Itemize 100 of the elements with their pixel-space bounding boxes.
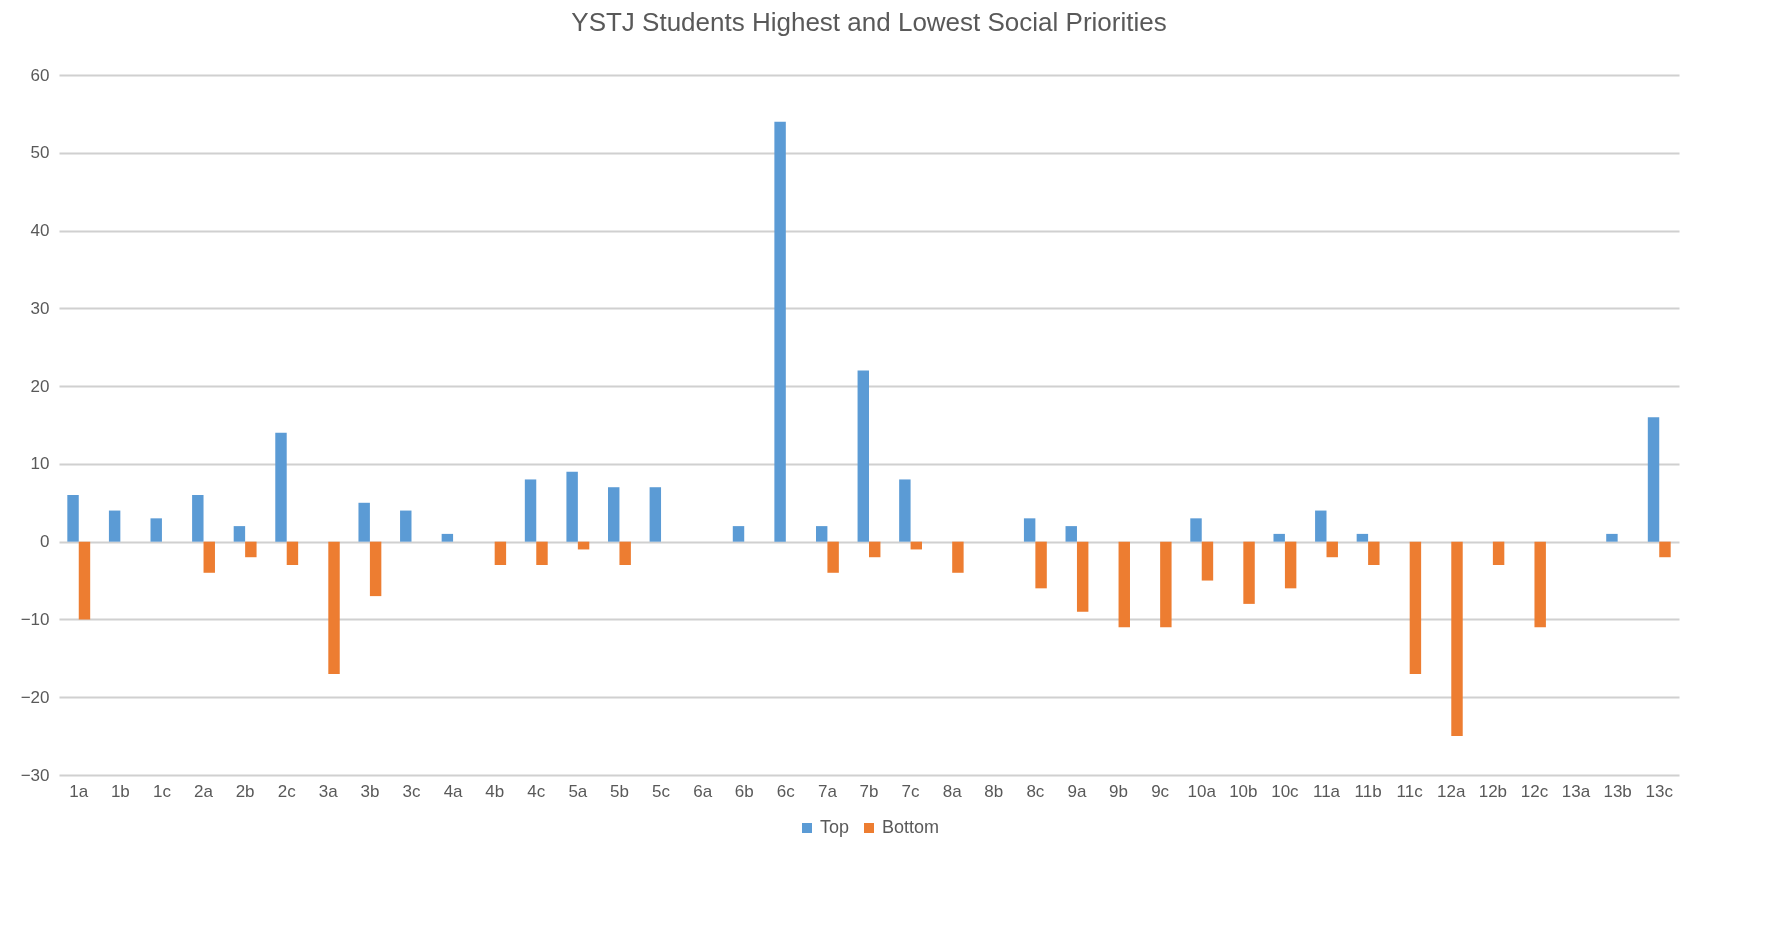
bar bbox=[732, 526, 745, 542]
bar bbox=[869, 541, 881, 558]
bar bbox=[1118, 541, 1130, 628]
bar bbox=[1273, 533, 1285, 542]
bar bbox=[1065, 526, 1077, 542]
x-tick-label: 11b bbox=[1354, 781, 1382, 801]
bar bbox=[566, 471, 578, 542]
x-tick-label: 11a bbox=[1312, 781, 1341, 801]
bar bbox=[1356, 533, 1369, 542]
x-tick-label: 7c bbox=[901, 781, 921, 801]
x-tick-label: 13b bbox=[1603, 781, 1632, 801]
bar bbox=[1409, 541, 1422, 674]
x-tick-label: 12a bbox=[1437, 781, 1467, 801]
bar bbox=[1647, 417, 1660, 542]
bar bbox=[67, 495, 79, 542]
bar bbox=[494, 541, 507, 565]
x-tick-label: 11c bbox=[1396, 781, 1424, 801]
x-tick-label: 3b bbox=[360, 781, 380, 801]
y-tick-label: −30 bbox=[20, 765, 50, 785]
x-tick-label: 7b bbox=[859, 781, 879, 801]
chart-title: YSTJ Students Highest and Lowest Social Priorities bbox=[571, 7, 1167, 37]
bar bbox=[1451, 541, 1463, 737]
x-tick-label: 4c bbox=[527, 781, 546, 801]
x-tick-label: 12b bbox=[1478, 781, 1508, 801]
bar bbox=[649, 487, 662, 542]
x-tick-label: 3c bbox=[402, 781, 421, 801]
bar bbox=[952, 541, 964, 573]
x-tick-label: 8b bbox=[984, 781, 1004, 801]
y-tick-label: 60 bbox=[30, 65, 50, 85]
y-tick-label: 0 bbox=[40, 532, 50, 552]
bar bbox=[1190, 518, 1202, 542]
bar bbox=[815, 526, 828, 542]
bar bbox=[369, 541, 382, 597]
y-tick-label: 20 bbox=[30, 376, 50, 396]
bar bbox=[1606, 533, 1618, 542]
bar bbox=[78, 541, 91, 620]
x-tick-label: 13c bbox=[1645, 781, 1674, 801]
x-tick-label: 9b bbox=[1109, 781, 1129, 801]
bar bbox=[1368, 541, 1380, 565]
bar bbox=[857, 370, 869, 542]
bar bbox=[1534, 541, 1546, 628]
bar bbox=[400, 510, 412, 542]
bar bbox=[524, 479, 537, 542]
bar bbox=[286, 541, 299, 565]
bar bbox=[441, 533, 454, 542]
bar bbox=[1492, 541, 1505, 565]
bar bbox=[108, 510, 121, 542]
bar bbox=[192, 495, 204, 542]
bar bbox=[619, 541, 631, 565]
x-tick-label: 4b bbox=[485, 781, 505, 801]
x-tick-label: 8c bbox=[1026, 781, 1045, 801]
x-tick-label: 10a bbox=[1187, 781, 1217, 801]
x-tick-label: 6b bbox=[734, 781, 754, 801]
y-tick-label: −20 bbox=[20, 687, 50, 707]
bar bbox=[1201, 541, 1214, 581]
bar bbox=[150, 518, 162, 542]
bar bbox=[1076, 541, 1089, 612]
bar bbox=[899, 479, 911, 542]
bar bbox=[275, 432, 287, 542]
bar bbox=[1315, 510, 1327, 542]
x-tick-label: 1a bbox=[69, 781, 89, 801]
bar bbox=[774, 121, 786, 542]
y-tick-label: 40 bbox=[30, 221, 50, 241]
bar bbox=[1243, 541, 1255, 604]
bar bbox=[1035, 541, 1047, 589]
x-tick-label: 4a bbox=[443, 781, 464, 801]
x-tick-label: 13a bbox=[1561, 781, 1591, 801]
y-tick-label: 30 bbox=[30, 298, 50, 318]
bar bbox=[1023, 518, 1036, 542]
y-tick-label: −10 bbox=[20, 609, 50, 629]
bar bbox=[245, 541, 257, 558]
y-tick-label: 50 bbox=[30, 143, 50, 163]
bar bbox=[1160, 541, 1172, 628]
x-tick-label: 6c bbox=[776, 781, 796, 801]
x-tick-label: 1c bbox=[152, 781, 172, 801]
x-tick-label: 6a bbox=[693, 781, 713, 801]
bar bbox=[358, 502, 370, 542]
bar bbox=[203, 541, 215, 573]
y-tick-label: 10 bbox=[30, 454, 50, 474]
x-tick-label: 10b bbox=[1229, 781, 1258, 801]
x-tick-label: 5a bbox=[568, 781, 588, 801]
bar bbox=[827, 541, 839, 573]
x-tick-label: 9a bbox=[1067, 781, 1087, 801]
legend-label: Top bbox=[820, 817, 850, 837]
bar bbox=[233, 526, 246, 542]
bar bbox=[536, 541, 548, 565]
x-tick-label: 2c bbox=[277, 781, 297, 801]
x-tick-label: 5c bbox=[652, 781, 671, 801]
x-tick-label: 7a bbox=[817, 781, 838, 801]
x-tick-label: 2b bbox=[235, 781, 255, 801]
bar bbox=[1659, 541, 1671, 558]
x-tick-label: 10c bbox=[1271, 781, 1300, 801]
bar bbox=[608, 487, 620, 542]
x-tick-label: 8a bbox=[942, 781, 963, 801]
legend-label: Bottom bbox=[882, 817, 940, 837]
x-tick-label: 2a bbox=[194, 781, 214, 801]
bar bbox=[1326, 541, 1338, 558]
x-tick-label: 5b bbox=[609, 781, 629, 801]
x-tick-label: 9c bbox=[1151, 781, 1170, 801]
x-tick-label: 1b bbox=[110, 781, 130, 801]
